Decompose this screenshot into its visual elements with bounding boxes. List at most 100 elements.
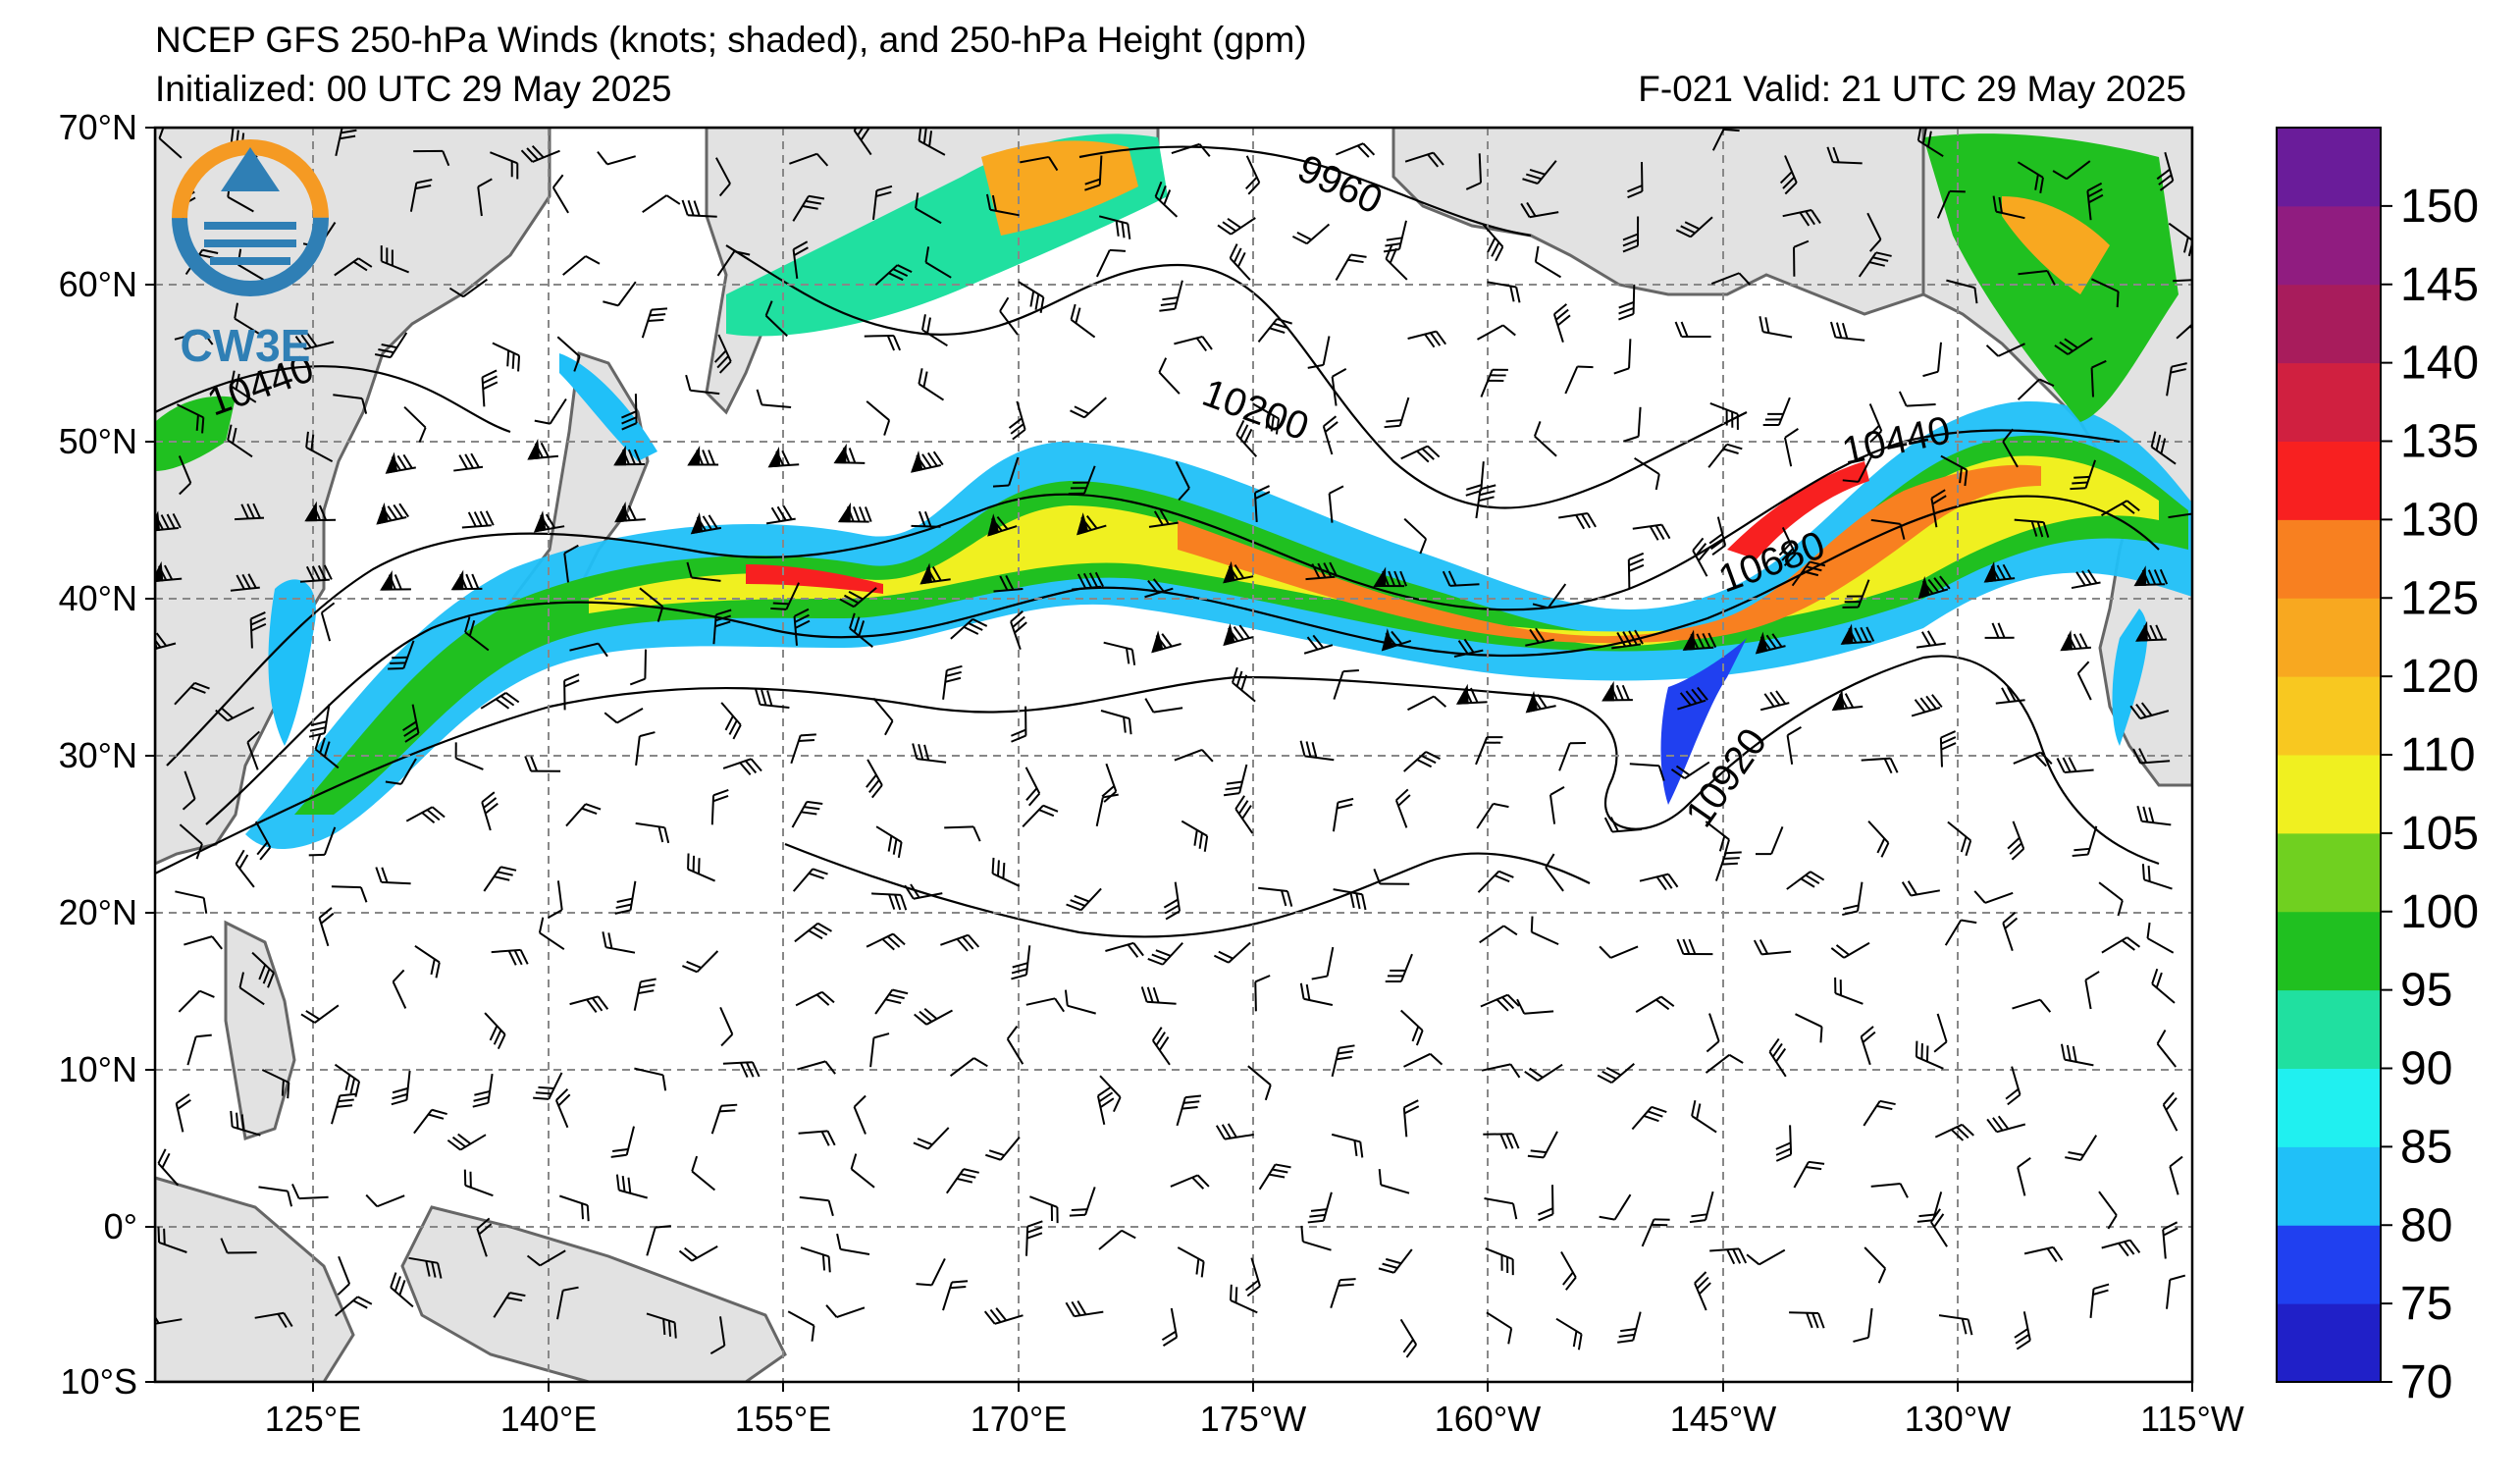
wind-barb xyxy=(1070,397,1107,419)
wind-barb xyxy=(720,702,742,740)
valid-time: F-021 Valid: 21 UTC 29 May 2025 xyxy=(1638,69,2186,109)
colorbar-tick-label: 110 xyxy=(2400,729,2476,781)
wind-barb xyxy=(1560,1251,1577,1291)
wind-barb xyxy=(1098,1229,1136,1250)
wind-barb xyxy=(949,1057,988,1077)
wind-barb xyxy=(912,743,947,764)
wind-barb xyxy=(1100,710,1132,735)
wind-barb xyxy=(454,742,484,770)
wind-barb xyxy=(524,756,561,772)
wind-barb xyxy=(1247,1065,1272,1101)
wind-barb xyxy=(837,502,872,523)
wind-barb xyxy=(2014,518,2050,538)
wind-barb xyxy=(380,245,409,274)
wind-barb xyxy=(1947,821,1972,857)
wind-barb xyxy=(1922,342,1942,378)
wind-barb xyxy=(1024,767,1041,807)
wind-barb xyxy=(1861,757,1899,774)
wind-barb xyxy=(634,1067,667,1091)
wind-barb xyxy=(1768,1037,1787,1078)
colorbar-swatch xyxy=(2277,1146,2381,1226)
wind-barb xyxy=(1479,925,1518,944)
wind-barb xyxy=(1008,400,1026,441)
wind-barb xyxy=(1332,797,1354,832)
wind-barb xyxy=(713,334,732,374)
wind-barb xyxy=(334,1063,361,1097)
wind-barb xyxy=(1866,403,1883,444)
wind-barb xyxy=(1627,161,1644,199)
wind-barb xyxy=(1400,1009,1424,1046)
wind-barb xyxy=(1793,1160,1825,1189)
wind-barb xyxy=(1403,1052,1444,1068)
wind-barb xyxy=(1065,1299,1104,1318)
wind-barb xyxy=(1791,560,1826,587)
wind-barb xyxy=(235,849,255,888)
colorbar-swatches xyxy=(2277,128,2381,1383)
wind-barb xyxy=(1940,454,1969,487)
wind-barb xyxy=(472,1073,494,1108)
wind-barb xyxy=(635,731,656,767)
wind-barb xyxy=(1916,630,1946,649)
wind-barb xyxy=(1707,443,1743,468)
wind-barb xyxy=(2166,362,2187,397)
wind-barb xyxy=(391,1070,411,1106)
wind-barb xyxy=(375,867,411,885)
wind-barb xyxy=(1402,1099,1420,1138)
wind-barb xyxy=(2169,1155,2183,1195)
wind-barb xyxy=(1076,512,1107,536)
wind-barb xyxy=(792,868,828,892)
wind-barb xyxy=(463,1169,494,1197)
wind-barb xyxy=(1986,1115,2026,1134)
wind-barb xyxy=(1475,736,1503,766)
wind-barb xyxy=(1532,583,1567,609)
wind-barb xyxy=(1299,740,1335,762)
lat-tick-30n: 30°N xyxy=(59,735,137,775)
wind-barb xyxy=(866,759,883,799)
wind-barb xyxy=(1534,245,1562,279)
wind-barb xyxy=(155,1308,183,1326)
wind-barb xyxy=(1939,730,1957,768)
wind-barb xyxy=(1622,216,1640,253)
wind-barb xyxy=(1144,578,1174,599)
wind-barb xyxy=(1181,820,1209,852)
wind-barb xyxy=(533,510,565,533)
wind-barb xyxy=(1524,1063,1563,1082)
wind-barb xyxy=(1992,195,2025,220)
wind-barb xyxy=(1629,763,1665,781)
wind-barb xyxy=(2168,222,2192,257)
wind-barb xyxy=(691,1155,716,1192)
wind-barb xyxy=(2101,500,2140,516)
wind-barb xyxy=(682,950,719,974)
land-layer xyxy=(155,128,2192,1382)
wind-barb xyxy=(314,733,340,769)
wind-barb xyxy=(1597,1063,1635,1085)
wind-barb xyxy=(940,933,980,952)
wind-barb xyxy=(1171,142,1211,157)
wind-barb xyxy=(709,1316,726,1354)
wind-barb xyxy=(687,445,719,466)
wind-barb xyxy=(551,174,569,214)
wind-barb xyxy=(484,1012,506,1050)
contour-11040 xyxy=(784,842,1591,938)
wind-barb xyxy=(836,1233,870,1255)
wind-barb xyxy=(1782,209,1821,227)
wind-barb xyxy=(1066,887,1102,912)
wind-barb xyxy=(798,1130,836,1146)
wind-barb xyxy=(992,456,1020,488)
wind-barb xyxy=(1481,1063,1521,1079)
jet-northwest-core xyxy=(981,140,1138,236)
wind-barb xyxy=(1336,142,1376,158)
wind-barb xyxy=(155,510,182,532)
wind-barb xyxy=(380,570,411,591)
wind-barb xyxy=(2005,1066,2021,1106)
wind-barb xyxy=(639,587,664,622)
lon-axis: 125°E 140°E 155°E 170°E 175°W 160°W 145°… xyxy=(265,1382,2244,1439)
wind-barb xyxy=(331,885,368,903)
wind-barb xyxy=(1710,272,1752,286)
wind-barb xyxy=(614,880,637,915)
wind-barb xyxy=(1558,742,1586,771)
wind-barb xyxy=(413,149,450,167)
lat-tick-20n: 20°N xyxy=(59,892,137,932)
wind-barb xyxy=(2086,182,2104,221)
wind-barb xyxy=(1300,1225,1332,1251)
